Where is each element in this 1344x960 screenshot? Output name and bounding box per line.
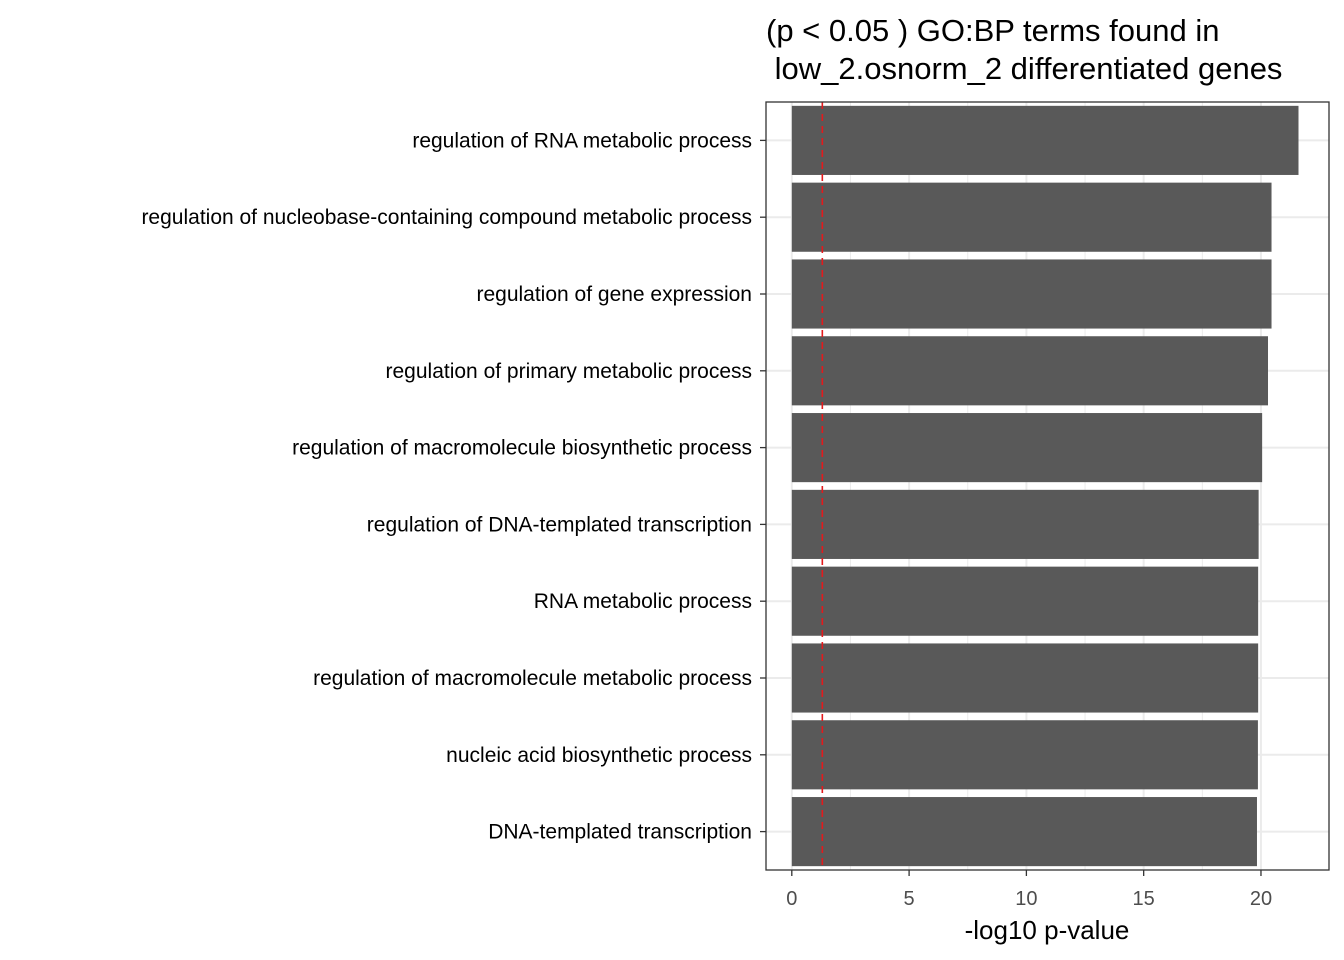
bar — [791, 259, 1272, 329]
panel-border — [765, 101, 1330, 871]
x-axis-tick-label: 10 — [1015, 888, 1037, 910]
y-axis-category-label: nucleic acid biosynthetic process — [446, 744, 752, 767]
y-axis-category-label: RNA metabolic process — [534, 590, 752, 613]
x-axis-title: -log10 p-value — [965, 915, 1130, 945]
y-axis-category-label: regulation of nucleobase-containing comp… — [141, 206, 752, 229]
x-axis-tick-label: 5 — [904, 888, 915, 910]
y-axis-category-label: regulation of macromolecule metabolic pr… — [313, 667, 752, 690]
bar — [791, 566, 1259, 636]
bar — [791, 336, 1269, 406]
y-axis-category-label: DNA-templated transcription — [488, 821, 752, 844]
chart-title: (p < 0.05 ) GO:BP terms found in low_2.o… — [766, 13, 1282, 86]
x-axis-tick-label: 20 — [1250, 888, 1272, 910]
plot-area: regulation of RNA metabolic process regul… — [141, 101, 1330, 910]
bar — [791, 797, 1257, 867]
bar — [791, 182, 1272, 252]
y-axis-category-label: regulation of RNA metabolic process — [412, 129, 752, 152]
x-axis-tick-label: 15 — [1133, 888, 1155, 910]
chart-title-line-1: (p < 0.05 ) GO:BP terms found in — [766, 13, 1219, 48]
bar — [791, 720, 1258, 790]
bar — [791, 413, 1263, 483]
chart-title-line-2: low_2.osnorm_2 differentiated genes — [766, 51, 1282, 86]
y-axis-category-label: regulation of DNA-templated transcriptio… — [367, 513, 752, 536]
bar — [791, 105, 1299, 175]
y-axis-category-label: regulation of primary metabolic process — [386, 360, 753, 383]
bar — [791, 643, 1259, 713]
x-axis-tick-label: 0 — [786, 888, 797, 910]
y-axis-category-label: regulation of gene expression — [476, 283, 752, 306]
bar — [791, 489, 1259, 559]
y-axis-category-label: regulation of macromolecule biosynthetic… — [292, 437, 752, 460]
